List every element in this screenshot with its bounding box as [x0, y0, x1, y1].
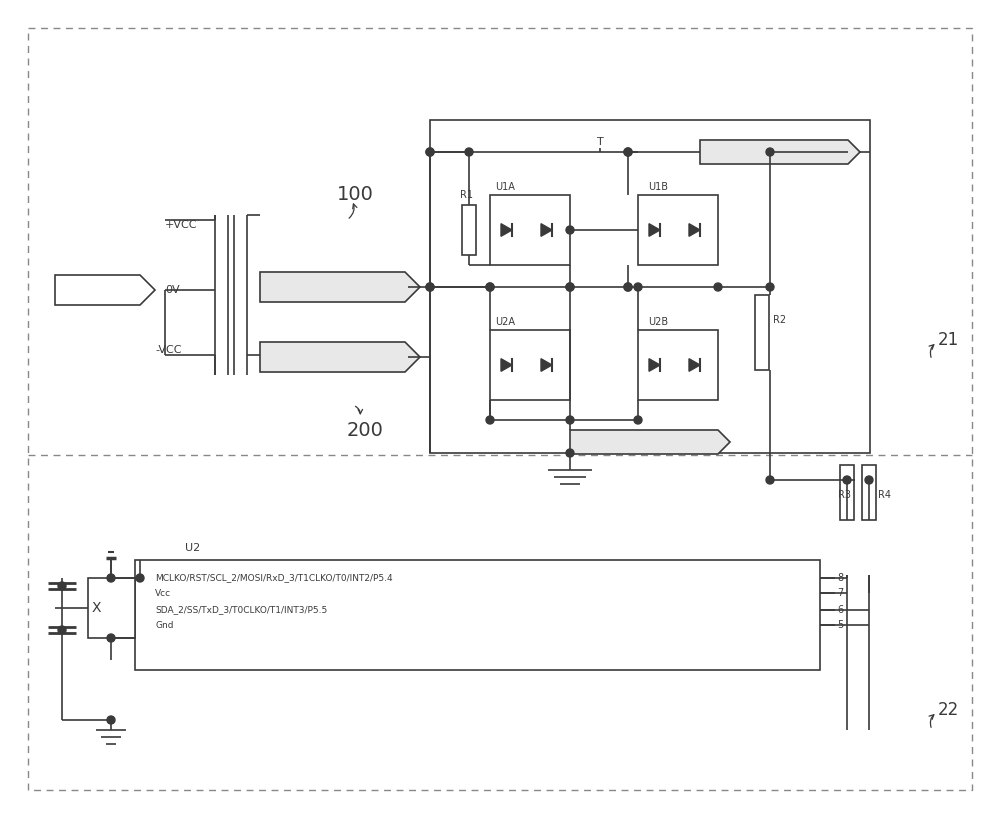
Text: R4: R4 — [878, 490, 891, 500]
Circle shape — [634, 283, 642, 291]
Polygon shape — [649, 223, 660, 236]
Text: 100: 100 — [337, 186, 373, 204]
Circle shape — [426, 283, 434, 291]
Circle shape — [624, 148, 632, 156]
Text: U2B: U2B — [648, 317, 668, 327]
Circle shape — [766, 148, 774, 156]
Text: R3: R3 — [838, 490, 851, 500]
Bar — [88, 578, 135, 638]
Circle shape — [107, 574, 115, 582]
Text: 21: 21 — [938, 331, 959, 349]
Circle shape — [624, 148, 632, 156]
Bar — [135, 560, 820, 670]
Circle shape — [486, 283, 494, 291]
Text: +VCC: +VCC — [165, 220, 198, 230]
Polygon shape — [260, 342, 420, 372]
Bar — [430, 120, 870, 453]
Text: Vcc: Vcc — [155, 588, 171, 597]
Bar — [638, 195, 718, 265]
Polygon shape — [501, 223, 512, 236]
FancyArrowPatch shape — [929, 344, 934, 357]
Circle shape — [566, 416, 574, 424]
Circle shape — [426, 283, 434, 291]
Circle shape — [865, 476, 873, 484]
Bar — [755, 295, 769, 370]
Circle shape — [465, 148, 473, 156]
Polygon shape — [541, 359, 552, 371]
Text: X: X — [91, 601, 101, 615]
Text: U2A: U2A — [495, 317, 515, 327]
Circle shape — [486, 416, 494, 424]
Text: SDA_2/SS/TxD_3/T0CLKO/T1/INT3/P5.5: SDA_2/SS/TxD_3/T0CLKO/T1/INT3/P5.5 — [155, 605, 327, 614]
Text: 0V: 0V — [165, 285, 180, 295]
Polygon shape — [689, 223, 700, 236]
Circle shape — [58, 582, 66, 590]
Circle shape — [107, 634, 115, 642]
Text: R2: R2 — [773, 315, 786, 325]
Text: 8: 8 — [837, 573, 843, 583]
Polygon shape — [700, 140, 860, 164]
Circle shape — [566, 449, 574, 457]
Circle shape — [426, 148, 434, 156]
Circle shape — [766, 283, 774, 291]
Circle shape — [566, 226, 574, 234]
Polygon shape — [570, 430, 730, 454]
Bar — [862, 465, 876, 520]
Text: R1: R1 — [460, 190, 473, 200]
Circle shape — [843, 476, 851, 484]
FancyArrowPatch shape — [355, 407, 363, 414]
FancyArrowPatch shape — [929, 715, 934, 727]
Text: U1A: U1A — [495, 182, 515, 192]
Circle shape — [566, 283, 574, 291]
Polygon shape — [541, 223, 552, 236]
Polygon shape — [260, 272, 420, 302]
Circle shape — [566, 283, 574, 291]
Circle shape — [624, 283, 632, 291]
Circle shape — [136, 574, 144, 582]
Circle shape — [766, 476, 774, 484]
Circle shape — [624, 283, 632, 291]
Text: 7: 7 — [837, 588, 843, 598]
Text: MCLKO/RST/SCL_2/MOSI/RxD_3/T1CLKO/T0/INT2/P5.4: MCLKO/RST/SCL_2/MOSI/RxD_3/T1CLKO/T0/INT… — [155, 573, 393, 582]
Text: -VCC: -VCC — [155, 345, 182, 355]
Bar — [638, 330, 718, 400]
Circle shape — [107, 716, 115, 724]
Circle shape — [58, 626, 66, 634]
Text: 6: 6 — [837, 605, 843, 615]
Bar — [462, 205, 476, 255]
Text: U1B: U1B — [648, 182, 668, 192]
Text: 5: 5 — [837, 620, 843, 630]
Text: T: T — [597, 137, 603, 147]
Circle shape — [426, 148, 434, 156]
Text: 200: 200 — [347, 420, 383, 439]
Text: U2: U2 — [185, 543, 200, 553]
Circle shape — [486, 283, 494, 291]
FancyArrowPatch shape — [349, 204, 357, 218]
Polygon shape — [55, 275, 155, 305]
Circle shape — [634, 416, 642, 424]
Text: 22: 22 — [938, 701, 959, 719]
Bar — [490, 195, 570, 265]
Polygon shape — [501, 359, 512, 371]
Bar — [840, 465, 854, 520]
Text: Gnd: Gnd — [155, 621, 174, 630]
Circle shape — [714, 283, 722, 291]
Polygon shape — [649, 359, 660, 371]
Bar — [490, 330, 570, 400]
Polygon shape — [689, 359, 700, 371]
